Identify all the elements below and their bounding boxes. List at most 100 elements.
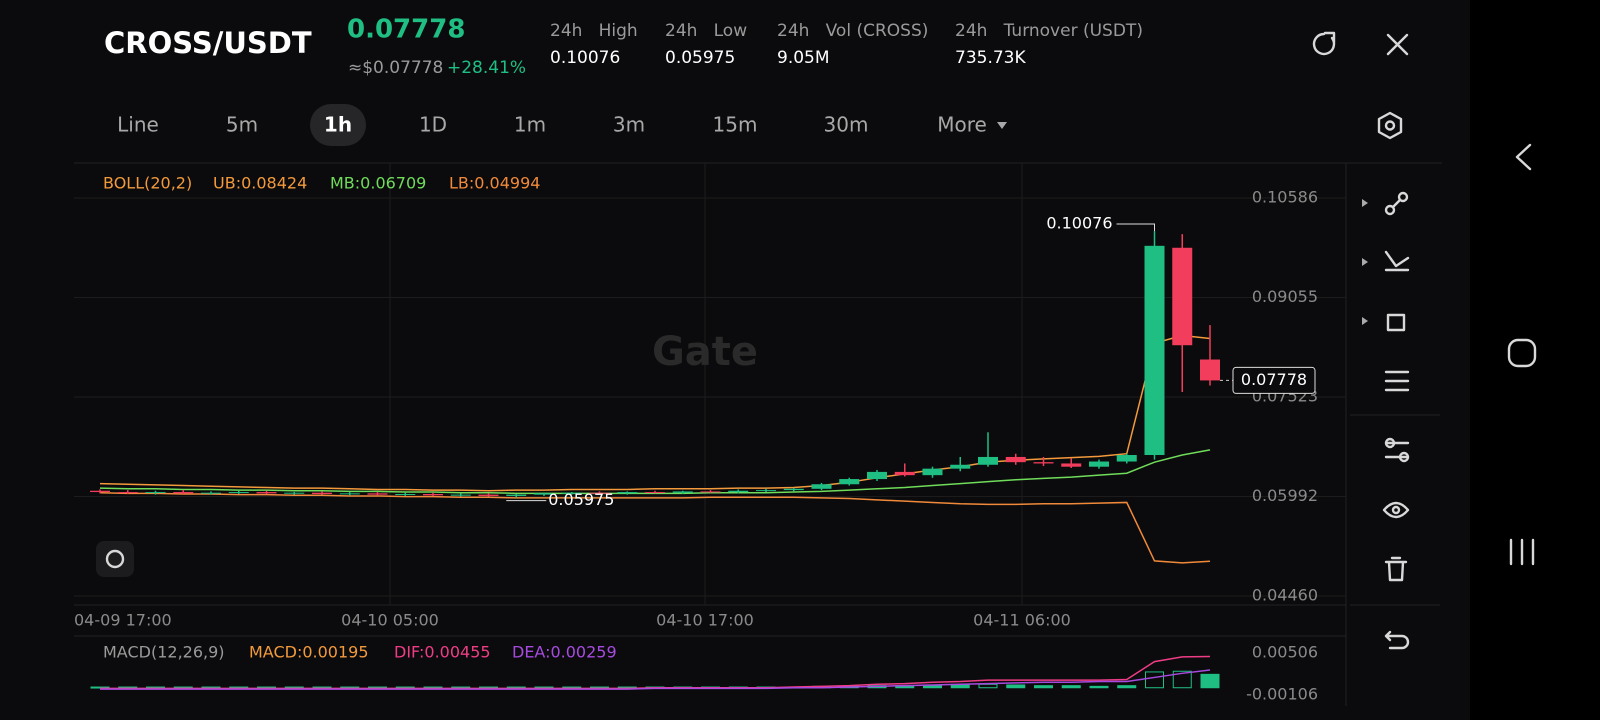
candle-body: [423, 493, 443, 496]
last-price-box: [1232, 366, 1316, 394]
candle-body: [478, 494, 499, 496]
macd-bar: [950, 684, 970, 689]
candle-body: [1089, 461, 1109, 467]
tab[interactable]: 3m: [613, 113, 645, 137]
candle-body: [506, 494, 527, 496]
nav-back[interactable]: [1515, 143, 1532, 171]
stat-value: 0.10076: [550, 48, 620, 68]
indicator-legend: BOLL(20,2) UB:0.08424 MB:0.06709 LB:0.04…: [103, 174, 617, 662]
candle-body: [1061, 463, 1082, 467]
candle-body: [173, 492, 194, 494]
x-tick-label: 04-11 06:00: [973, 611, 1071, 630]
y-tick-label: 0.05992: [1252, 486, 1318, 505]
filter-tool[interactable]: [1384, 370, 1410, 392]
refresh-icon[interactable]: [1312, 31, 1336, 56]
last-price-label: 0.07778: [1241, 370, 1307, 389]
candle-body: [145, 492, 166, 494]
dea-label: DEA:0.00259: [512, 643, 617, 662]
boll-band: [99, 491, 1211, 564]
watermark: Gate: [652, 329, 758, 375]
candle-body: [950, 464, 971, 469]
y-tick-label: 0.09055: [1252, 287, 1318, 306]
candle-body: [367, 493, 388, 495]
macd-bar: [1172, 670, 1192, 689]
high-leader: [1116, 223, 1155, 232]
draw-line-tool[interactable]: [1362, 191, 1409, 216]
macd-tick-label: -0.00106: [1246, 685, 1318, 704]
candle-body: [1144, 245, 1165, 456]
candle-body: [395, 493, 416, 495]
macd-bar: [1117, 685, 1137, 689]
candle-body: [450, 494, 471, 496]
x-tick-label: 04-10 05:00: [341, 611, 439, 630]
candle-body: [339, 493, 360, 495]
macd-tick-label: 0.00506: [1252, 643, 1318, 662]
change: +28.41%: [447, 58, 526, 78]
tab[interactable]: More: [937, 113, 987, 137]
macd-bar: [1089, 685, 1109, 689]
candle-body: [201, 492, 221, 494]
candle-body: [645, 492, 665, 494]
stat-label: 24h High: [550, 21, 638, 41]
nav-home[interactable]: [1507, 338, 1537, 368]
ub-label: UB:0.08424: [213, 174, 307, 193]
high-label: 0.10076: [1046, 214, 1112, 233]
nav-recent[interactable]: [1509, 538, 1535, 566]
trend-tool[interactable]: [1362, 250, 1410, 272]
tab[interactable]: 1h: [324, 113, 352, 137]
price: 0.07778: [347, 15, 465, 45]
macd-bar: [1145, 671, 1164, 689]
candle-body: [228, 492, 249, 494]
candle-body: [728, 490, 749, 493]
tab-highlight: [310, 104, 366, 146]
candle-body: [256, 492, 277, 494]
candle-body: [1172, 247, 1193, 346]
candle-body: [700, 491, 721, 493]
dea-line: [100, 669, 1211, 690]
candle-body: [839, 479, 860, 485]
candle-body: [534, 493, 554, 495]
x-tick-label: 04-10 17:00: [656, 611, 754, 630]
shape-tool[interactable]: [1362, 313, 1406, 332]
stat-value: 735.73K: [955, 48, 1026, 68]
tab[interactable]: 1m: [514, 113, 546, 137]
candle-body: [978, 456, 998, 465]
pair: CROSS/USDT: [104, 26, 312, 60]
y-tick-label: 0.04460: [1252, 586, 1318, 605]
candle-body: [117, 492, 138, 494]
candle-body: [1200, 359, 1220, 381]
app-bg: [0, 0, 1470, 720]
candle-body: [783, 488, 804, 491]
delete-tool[interactable]: [1384, 556, 1408, 582]
candle-body: [589, 492, 610, 494]
usd-price: ≈$0.07778: [348, 58, 443, 78]
macd-bar: [1061, 685, 1081, 689]
undo-tool[interactable]: [1384, 630, 1410, 650]
close-icon[interactable]: [1386, 33, 1409, 56]
indicator-name: BOLL(20,2): [103, 174, 192, 193]
stat-label: 24h Vol (CROSS): [777, 21, 928, 41]
candle-body: [561, 492, 582, 494]
dif-label: DIF:0.00455: [394, 643, 491, 662]
candle-body: [312, 492, 332, 494]
visibility-tool[interactable]: [1382, 501, 1410, 519]
reset-button[interactable]: [96, 541, 134, 577]
lb-label: LB:0.04994: [449, 174, 540, 193]
stat-label: 24h Turnover (USDT): [955, 21, 1143, 41]
candle-body: [894, 471, 915, 476]
stat-value: 9.05M: [777, 48, 830, 68]
tab[interactable]: 1D: [419, 113, 447, 137]
x-axis: 04-09 17:00 04-10 05:00 04-10 17:00 04-1…: [74, 611, 1071, 630]
candle-body: [811, 484, 832, 489]
layers-tool[interactable]: [1384, 437, 1410, 463]
settings-icon[interactable]: [1377, 111, 1403, 140]
tab[interactable]: 15m: [713, 113, 758, 137]
tab[interactable]: 5m: [226, 113, 258, 137]
tab[interactable]: Line: [117, 113, 159, 137]
low-label: 0.05975: [548, 490, 614, 509]
candle-body: [1033, 462, 1054, 464]
macd-name: MACD(12,26,9): [103, 643, 225, 662]
tab[interactable]: 30m: [824, 113, 869, 137]
